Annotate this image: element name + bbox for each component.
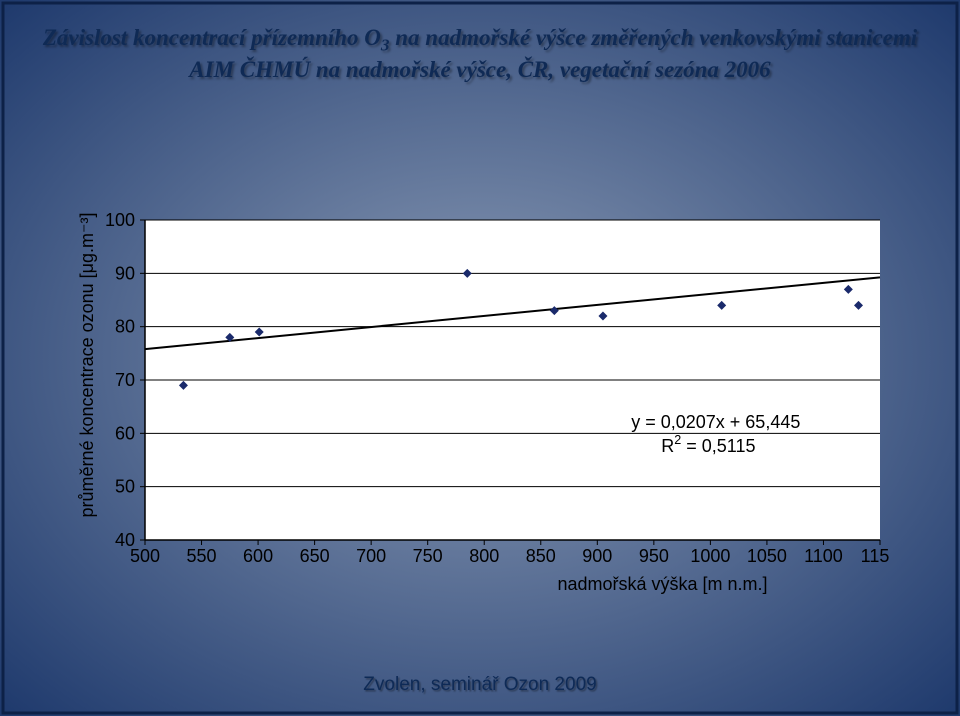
- x-tick-label: 550: [187, 546, 217, 566]
- x-tick-label: 700: [356, 546, 386, 566]
- y-tick-label: 50: [115, 477, 135, 497]
- y-tick-label: 70: [115, 370, 135, 390]
- scatter-chart: 5005506006507007508008509009501000105011…: [70, 210, 890, 610]
- slide-title: Závislost koncentrací přízemního O3 na n…: [0, 24, 960, 85]
- x-tick-label: 750: [413, 546, 443, 566]
- y-tick-label: 80: [115, 317, 135, 337]
- title-line1-post: na nadmořské výšce změřených venkovskými…: [389, 25, 917, 50]
- x-tick-label: 900: [582, 546, 612, 566]
- footer-text: Zvolen, seminář Ozon 2009: [363, 674, 596, 695]
- title-line2: AIM ČHMÚ na nadmořské výšce, ČR, vegetač…: [0, 56, 960, 85]
- slide: Závislost koncentrací přízemního O3 na n…: [0, 0, 960, 716]
- x-tick-label: 800: [469, 546, 499, 566]
- x-tick-label: 1000: [690, 546, 730, 566]
- x-tick-label: 600: [243, 546, 273, 566]
- slide-footer: Zvolen, seminář Ozon 2009: [0, 674, 960, 696]
- title-line1-pre: Závislost koncentrací přízemního O: [43, 25, 381, 50]
- chart-svg: 5005506006507007508008509009501000105011…: [70, 210, 890, 610]
- y-axis-label: průměrné koncentrace ozonu [μg.m⁻³]: [77, 212, 97, 517]
- x-axis-label: nadmořská výška [m n.m.]: [557, 574, 767, 594]
- x-tick-label: 1050: [747, 546, 787, 566]
- x-tick-label: 950: [639, 546, 669, 566]
- y-tick-label: 100: [105, 210, 135, 230]
- y-tick-label: 90: [115, 263, 135, 283]
- x-tick-label: 650: [300, 546, 330, 566]
- x-tick-label: 1100: [804, 546, 843, 566]
- x-tick-label: 850: [526, 546, 556, 566]
- regression-equation: y = 0,0207x + 65,445: [631, 412, 800, 432]
- x-tick-label: 1150: [861, 546, 890, 566]
- y-tick-label: 60: [115, 423, 135, 443]
- y-tick-label: 40: [115, 530, 135, 550]
